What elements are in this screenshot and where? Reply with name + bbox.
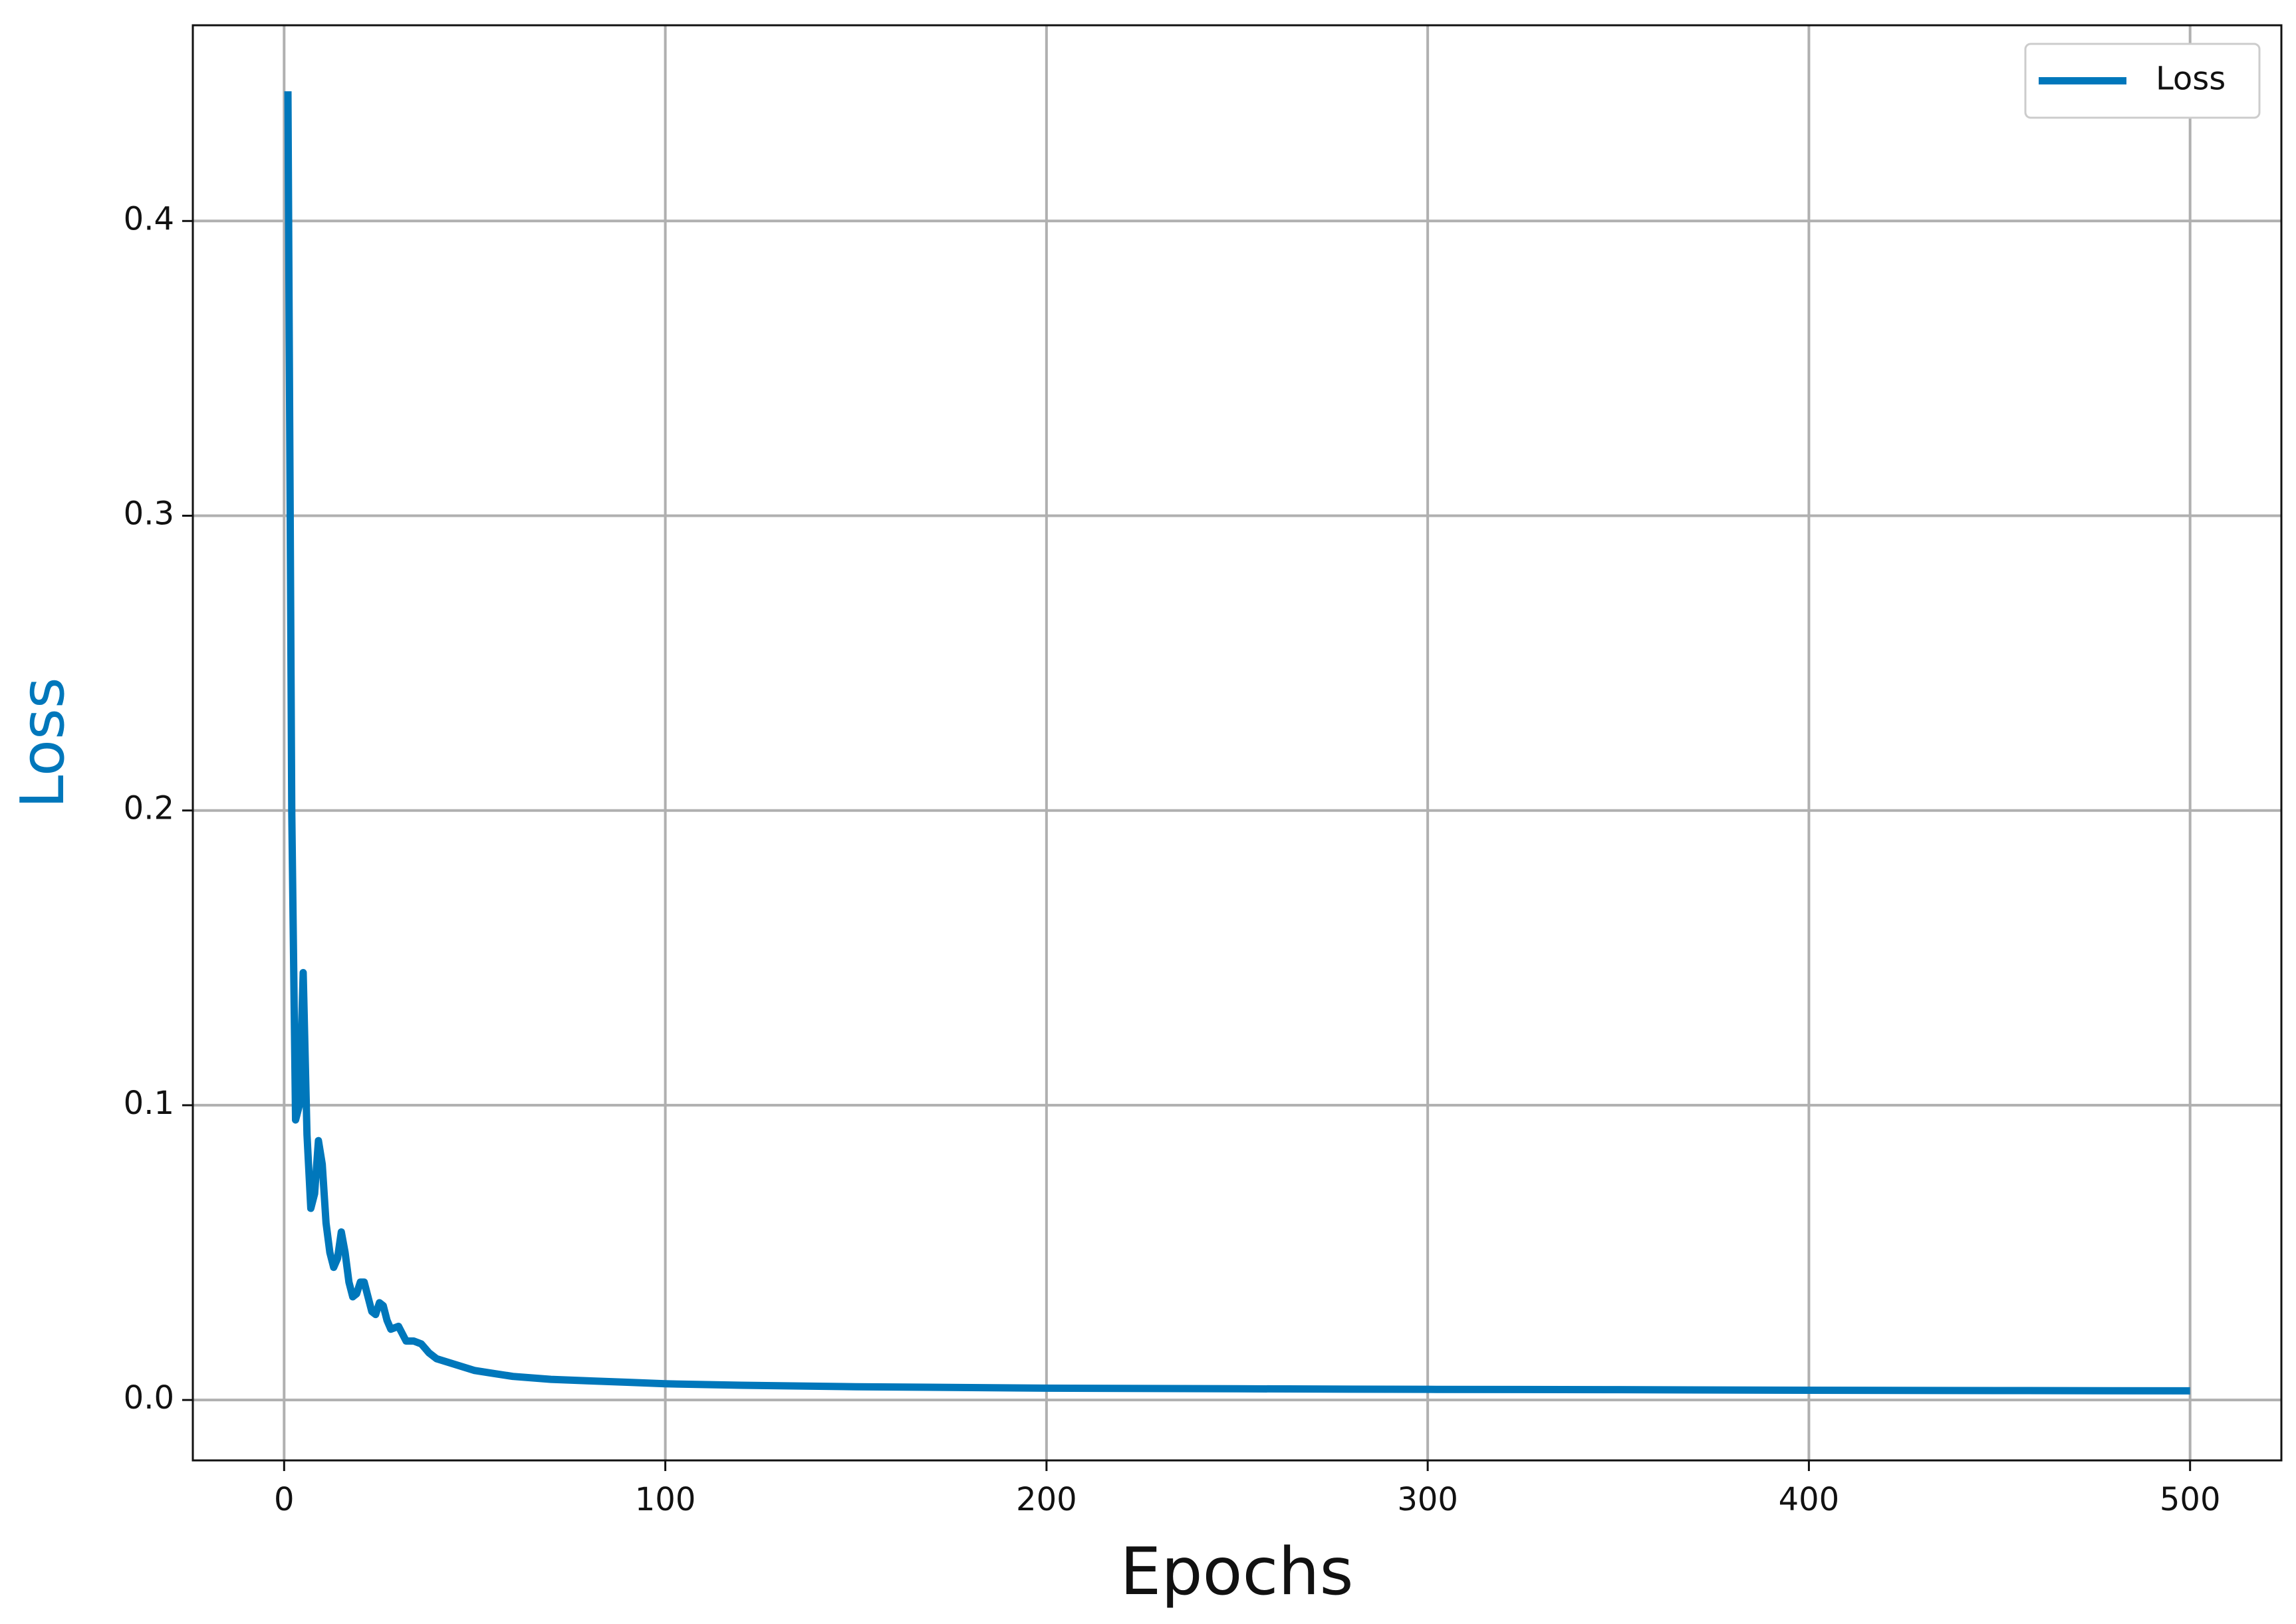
x-tick-label: 100	[635, 1481, 696, 1518]
y-tick-label: 0.2	[124, 790, 174, 827]
x-tick-label: 0	[274, 1481, 295, 1518]
x-tick-label: 300	[1397, 1481, 1458, 1518]
y-tick-label: 0.4	[124, 200, 174, 237]
y-tick-label: 0.3	[124, 495, 174, 533]
y-axis-label: Loss	[8, 677, 78, 808]
line	[284, 91, 2190, 1395]
legend-box	[2024, 43, 2261, 119]
axes-frame	[191, 24, 2283, 1462]
x-tick-label: 500	[2160, 1481, 2221, 1518]
y-tick-label: 0.0	[124, 1379, 174, 1417]
y-tick-label: 0.1	[124, 1085, 174, 1122]
x-tick-label: 400	[1779, 1481, 1840, 1518]
legend-label: Loss	[2156, 61, 2226, 98]
x-tick-label: 200	[1016, 1481, 1077, 1518]
x-axis-label: Epochs	[1120, 1534, 1353, 1610]
